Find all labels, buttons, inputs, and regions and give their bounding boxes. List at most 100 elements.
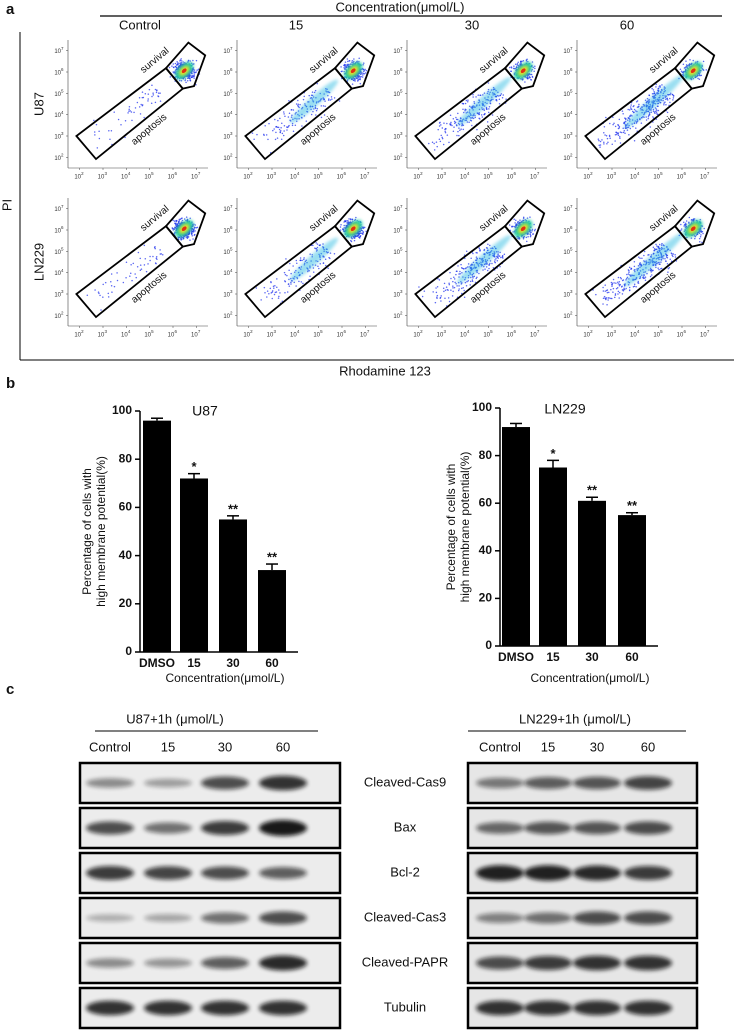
event-dot: [450, 122, 452, 124]
bar: [578, 501, 606, 646]
event-dot: [630, 104, 632, 106]
event-dot: [478, 273, 480, 275]
event-dot: [273, 286, 275, 288]
event-dot: [324, 114, 326, 116]
event-dot: [452, 291, 454, 293]
event-dot: [175, 63, 177, 65]
x-tick-label: 60: [265, 656, 279, 670]
event-dot: [330, 252, 332, 254]
event-dot: [448, 297, 450, 299]
event-dot: [680, 230, 682, 232]
event-dot: [130, 264, 132, 266]
band: [259, 820, 307, 836]
event-dot: [490, 103, 492, 105]
event-dot: [523, 217, 525, 219]
y-tick-exponent: 6: [570, 225, 573, 230]
x-tick-exponent: 5: [490, 171, 493, 176]
event-dot: [181, 217, 183, 219]
event-dot: [283, 130, 285, 132]
event-dot: [172, 63, 174, 65]
band: [624, 912, 672, 925]
event-dot: [461, 272, 463, 274]
event-dot: [442, 138, 444, 140]
event-dot: [314, 247, 316, 249]
event-dot: [457, 113, 459, 115]
event-dot: [346, 222, 348, 224]
event-dot: [484, 249, 486, 251]
y-tick-exponent: 2: [230, 311, 233, 316]
x-tick-exponent: 2: [590, 171, 593, 176]
chart-title: U87: [192, 403, 218, 419]
event-dot: [693, 218, 695, 220]
y-tick-exponent: 7: [61, 204, 64, 209]
event-dot: [619, 292, 621, 294]
event-dot: [362, 74, 364, 76]
event-dot: [135, 107, 137, 109]
event-dot: [622, 127, 624, 129]
event-dot: [453, 118, 455, 120]
event-dot: [118, 119, 120, 121]
y-tick-exponent: 5: [570, 247, 573, 252]
event-dot: [181, 80, 183, 82]
y-axis-title: high membrane potential(%): [458, 452, 472, 603]
event-dot: [189, 217, 191, 219]
y-tick-exponent: 2: [570, 311, 573, 316]
event-dot: [128, 110, 130, 112]
flow-plot: 102102103103104104105105106106107107surv…: [54, 40, 208, 181]
event-dot: [343, 227, 345, 229]
event-dot: [488, 108, 490, 110]
event-dot: [633, 112, 635, 114]
event-dot: [175, 220, 177, 222]
event-dot: [703, 61, 705, 63]
event-dot: [331, 98, 333, 100]
event-dot: [615, 132, 617, 134]
event-dot: [522, 79, 524, 81]
event-dot: [634, 283, 636, 285]
event-dot: [302, 283, 304, 285]
y-axis-title: Percentage of cells with: [444, 464, 458, 591]
event-dot: [666, 98, 668, 100]
event-dot: [526, 241, 528, 243]
event-dot: [479, 250, 481, 252]
event-dot: [513, 68, 515, 70]
event-dot: [324, 100, 326, 102]
event-dot: [680, 224, 682, 226]
event-dot: [647, 98, 649, 100]
event-dot: [361, 72, 363, 74]
event-dot: [452, 285, 454, 287]
event-dot: [151, 102, 153, 104]
lane-label: Control: [89, 739, 131, 754]
y-tick-exponent: 4: [570, 268, 573, 273]
event-dot: [635, 110, 637, 112]
event-dot: [650, 271, 652, 273]
event-dot: [312, 91, 314, 93]
flow-plot: 102102103103104104105105106106107107surv…: [563, 40, 717, 181]
y-tick-exponent: 7: [230, 204, 233, 209]
apoptosis-gate: [76, 226, 182, 317]
event-dot: [479, 248, 481, 250]
event-dot: [194, 227, 196, 229]
event-dot: [182, 61, 184, 63]
event-dot: [300, 260, 302, 262]
event-dot: [488, 264, 490, 266]
event-dot: [195, 224, 197, 226]
bar: [180, 478, 208, 652]
event-dot: [458, 288, 460, 290]
event-dot: [298, 104, 300, 106]
event-dot: [688, 222, 690, 224]
event-dot: [623, 279, 625, 281]
event-dot: [527, 236, 529, 238]
event-dot: [658, 110, 660, 112]
event-dot: [179, 219, 181, 221]
event-dot: [93, 120, 95, 122]
event-dot: [534, 229, 536, 231]
x-tick-label: 15: [187, 656, 201, 670]
event-dot: [447, 134, 449, 136]
event-dot: [180, 58, 182, 60]
band: [476, 913, 524, 923]
event-dot: [649, 95, 651, 97]
y-tick-label: 0: [485, 638, 492, 652]
event-dot: [456, 285, 458, 287]
event-dot: [340, 226, 342, 228]
event-dot: [189, 60, 191, 62]
